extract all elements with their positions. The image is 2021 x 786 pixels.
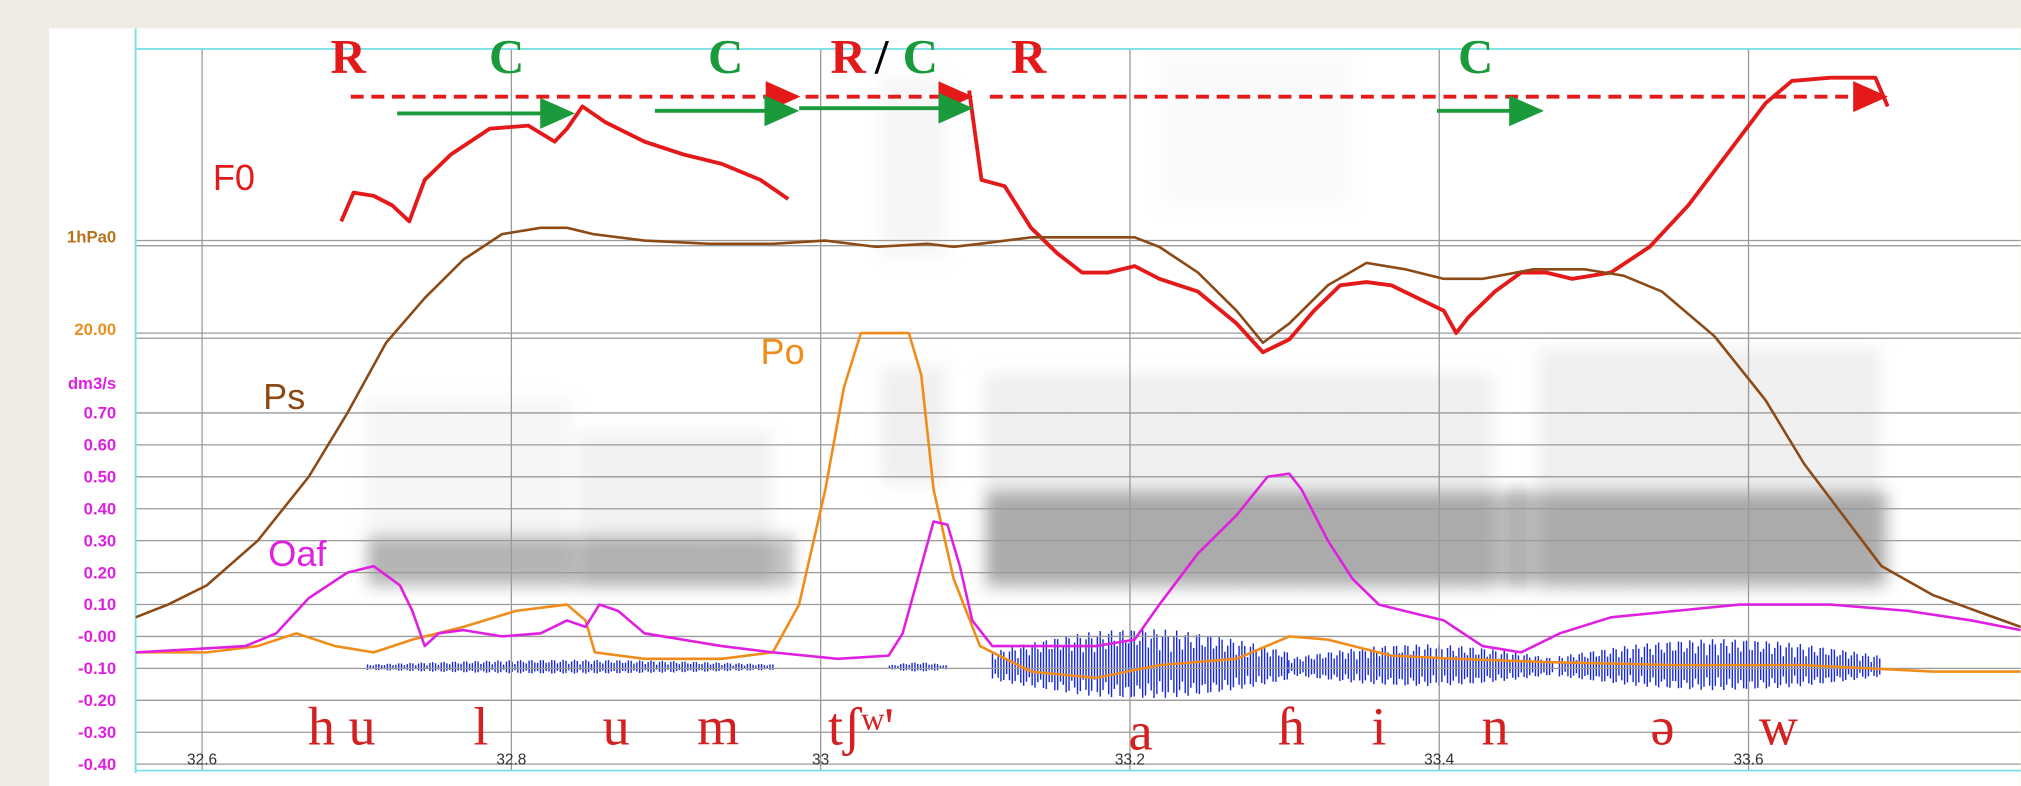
x-tick-label: 32.8 [496,751,526,768]
y-tick-label: 0.40 [84,499,117,518]
segment-label: u [603,696,630,756]
series-line [135,472,2021,661]
segment-label: ə [1650,696,1674,756]
segment-label: h u [308,696,376,756]
series-line [135,331,2021,680]
y-tick-label: 0.50 [84,468,117,487]
segment-label: n [1481,696,1508,756]
axis-label: 20.00 [74,320,116,339]
segment-label: tʃʷ' [828,696,894,756]
curves [135,75,2021,680]
segment-label: a [1129,701,1153,761]
y-tick-label: 0.30 [84,531,117,550]
spectrogram [367,51,1888,593]
series-label: Po [761,331,805,372]
y-unit: dm3/s [68,374,116,393]
series-label: F0 [213,157,255,198]
y-tick-label: -0.30 [78,723,116,742]
annotation: / [874,29,890,84]
y-tick-label: -0.00 [78,627,116,646]
y-tick-label: 0.20 [84,563,117,582]
annotation: C [489,29,524,84]
series-line [339,75,1890,355]
x-tick-label: 33.2 [1115,751,1145,768]
annotation: R [1011,29,1047,84]
y-tick-label: -0.40 [78,755,116,774]
annotation: C [903,29,938,84]
series-label: Ps [263,376,305,417]
x-tick-label: 32.6 [187,751,217,768]
grid [135,48,2021,771]
annotation: R [830,29,866,84]
y-tick-label: 0.70 [84,404,117,423]
axis-label: 1hPa0 [67,227,116,246]
annotation: R [331,29,367,84]
annotation: C [708,29,743,84]
segment-label: ɦ [1278,696,1305,756]
segment-label: w [1759,696,1798,756]
segment-label: m [697,696,739,756]
x-tick-label: 33.6 [1733,751,1763,768]
y-tick-label: -0.20 [78,691,116,710]
arrows [350,81,1888,129]
labels: 0.70 0.60 0.50 0.40 0.30 0.20 0.10 -0.00 -0.10 -0… [67,29,1798,774]
segment-label: l [473,696,488,756]
annotation: C [1458,29,1493,84]
y-tick-label: -0.10 [78,659,116,678]
segment-label: i [1371,696,1386,756]
y-tick-label: 0.10 [84,595,117,614]
y-tick-label: 0.60 [84,436,117,455]
x-tick-label: 33 [812,751,829,768]
series-line [135,226,2021,629]
series-label: Oaf [268,533,327,574]
x-tick-label: 33.4 [1424,751,1454,768]
